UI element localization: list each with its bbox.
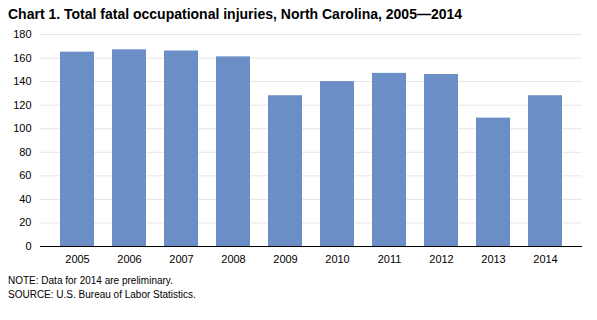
svg-text:2011: 2011: [378, 253, 402, 265]
svg-text:2008: 2008: [221, 253, 245, 265]
svg-text:140: 140: [13, 75, 31, 87]
svg-text:2005: 2005: [65, 253, 89, 265]
svg-text:100: 100: [13, 122, 31, 134]
svg-text:160: 160: [13, 52, 31, 64]
svg-text:2012: 2012: [429, 253, 453, 265]
svg-text:2014: 2014: [533, 253, 557, 265]
svg-text:2007: 2007: [169, 253, 193, 265]
svg-text:180: 180: [13, 28, 31, 40]
svg-text:40: 40: [19, 193, 31, 205]
svg-text:20: 20: [19, 216, 31, 228]
html-text:SOURCE: U.S. Bureau of Labor S: SOURCE: U.S. Bureau of Labor Statistics.: [8, 289, 196, 300]
svg-text:120: 120: [13, 99, 31, 111]
svg-text:0: 0: [25, 240, 31, 252]
svg-text:80: 80: [19, 146, 31, 158]
svg-text:2010: 2010: [325, 253, 349, 265]
html-text:NOTE: Data for 2014 are prelim: NOTE: Data for 2014 are preliminary.: [8, 275, 173, 286]
svg-text:2013: 2013: [481, 253, 505, 265]
svg-text:2009: 2009: [273, 253, 297, 265]
html-text:Chart 1. Total fatal occupatio: Chart 1. Total fatal occupational injuri…: [8, 6, 463, 22]
svg-text:60: 60: [19, 169, 31, 181]
svg-text:2006: 2006: [117, 253, 141, 265]
